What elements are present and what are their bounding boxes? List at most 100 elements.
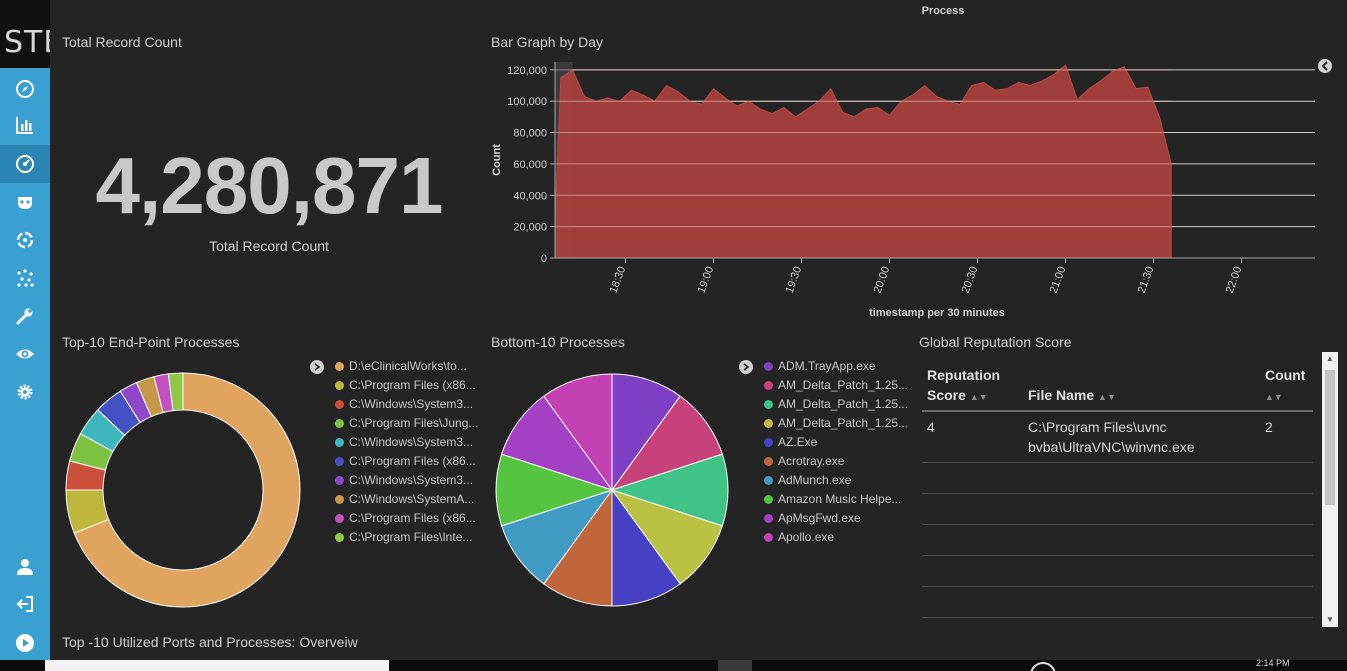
bottom10-slice[interactable] [501,395,614,491]
x-tick-label: 18:30 [608,265,629,295]
x-tick-label: 21:30 [1136,265,1157,295]
nav-compass-button[interactable] [0,70,50,108]
play-icon [16,634,34,652]
row-divider [922,617,1313,618]
top10-legend-item[interactable]: C:\Windows\System3... [335,397,480,411]
top10-legend-item[interactable]: C:\Windows\System3... [335,435,480,449]
legend-toggle-icon[interactable] [310,360,324,374]
y-tick-label: 100,000 [507,96,547,108]
legend-swatch [335,475,344,485]
nav-reports-button[interactable] [0,106,50,144]
nav-user-button[interactable] [0,548,50,586]
nav-network-button[interactable] [0,259,50,297]
score-header-line2: Score [927,387,966,403]
top10-legend-item[interactable]: C:\Windows\System3... [335,473,480,487]
taskbar-clock: 2:14 PM [1256,658,1290,668]
legend-toggle-icon[interactable] [739,360,753,374]
wrench-icon [16,308,33,325]
legend-swatch [335,399,344,409]
top10-legend-item[interactable]: C:\Program Files (x86... [335,511,480,525]
nav-threat-button[interactable] [0,183,50,221]
nav-monitor-button[interactable] [0,335,50,373]
x-tick-label: 20:00 [872,265,893,295]
bottom10-slice[interactable] [501,489,614,585]
bottom10-slice[interactable] [610,395,723,491]
eye-icon [16,349,34,359]
metric-panel-title: Total Record Count [62,34,182,50]
top10-slice[interactable] [167,372,184,412]
count-column-header[interactable]: Count ▲▼ [1265,365,1305,407]
metric-label: Total Record Count [209,238,329,254]
legend-swatch [335,513,344,523]
top10-legend-item[interactable]: C:\Windows\SystemA... [335,492,480,506]
bottom10-slice[interactable] [611,373,681,492]
legend-swatch [764,456,773,466]
legend-label: Amazon Music Helpe... [778,492,902,506]
bottom10-legend-item[interactable]: AM_Delta_Patch_1.25... [764,397,908,411]
top10-legend-item[interactable]: C:\Program Files (x86... [335,454,480,468]
legend-swatch [764,399,773,409]
mask-icon [18,197,32,209]
bottom10-legend-item[interactable]: Amazon Music Helpe... [764,492,908,506]
os-taskbar: 2:14 PM [0,658,1347,671]
bottom10-legend-item[interactable]: AM_Delta_Patch_1.25... [764,378,908,392]
top10-legend-item[interactable]: C:\Program Files\Inte... [335,530,480,544]
legend-label: C:\Program Files (x86... [349,511,476,525]
legend-label: Apollo.exe [778,530,835,544]
file-name-column-header[interactable]: File Name ▲▼ [1028,385,1116,407]
table-scrollbar[interactable]: ▲ ▼ [1322,352,1338,627]
nav-cycle-button[interactable] [0,221,50,259]
bottom10-slice[interactable] [611,488,681,607]
sort-icon: ▲▼ [1098,392,1116,402]
bottom10-legend-item[interactable]: AM_Delta_Patch_1.25... [764,416,908,430]
compass-icon [16,80,34,98]
score-column-header[interactable]: Reputation Score ▲▼ [927,365,1000,407]
top10-panel-title: Top-10 End-Point Processes [62,334,240,350]
bottom10-slice[interactable] [495,453,614,527]
gear-icon [17,384,33,400]
taskbar-app-tile[interactable] [718,660,752,671]
taskbar-search-box[interactable] [45,660,389,671]
nav-logout-button[interactable] [0,585,50,623]
row-file-line2: bvba\UltraVNC\winvnc.exe [1028,439,1195,455]
bottom10-legend-item[interactable]: ApMsgFwd.exe [764,511,908,525]
scroll-down-icon[interactable]: ▼ [1326,615,1334,624]
bar-graph-chart: 0 20,000 40,000 60,000 80,000 100,000 120,000 1… [491,59,1332,319]
top10-slice[interactable] [73,372,301,608]
bottom10-legend-item[interactable]: Apollo.exe [764,530,908,544]
legend-label: AM_Delta_Patch_1.25... [778,397,908,411]
legend-label: AZ.Exe [778,435,818,449]
legend-label: C:\Program Files (x86... [349,454,476,468]
row-divider [922,555,1313,556]
y-tick-label: 40,000 [513,190,547,202]
bottom10-slice[interactable] [610,453,729,527]
bottom10-slice[interactable] [543,373,613,492]
top10-legend-item[interactable]: D:\eClinicalWorks\to... [335,359,480,373]
legend-label: C:\Program Files (x86... [349,378,476,392]
top10-legend-item[interactable]: C:\Program Files (x86... [335,378,480,392]
nav-play-button[interactable] [0,624,50,662]
nav-dashboard-button[interactable] [0,145,50,183]
legend-swatch [335,437,344,447]
bottom10-legend-item[interactable]: Acrotray.exe [764,454,908,468]
taskbar-browser-icon[interactable] [1030,662,1056,671]
bottom10-slice[interactable] [610,489,723,585]
top10-legend-item[interactable]: C:\Program Files\Jung... [335,416,480,430]
count-header-label: Count [1265,367,1306,383]
bottom10-legend-item[interactable]: AZ.Exe [764,435,908,449]
legend-swatch [764,532,773,542]
legend-swatch [335,380,344,390]
bottom10-slice[interactable] [543,488,613,607]
legend-toggle-icon[interactable] [1318,59,1332,73]
row-score-cell: 4 [927,419,935,435]
scroll-thumb[interactable] [1325,370,1335,505]
scroll-up-icon[interactable]: ▲ [1326,354,1334,363]
bottom10-legend-item[interactable]: AdMunch.exe [764,473,908,487]
nav-settings-button[interactable] [0,373,50,411]
bottom10-legend-item[interactable]: ADM.TrayApp.exe [764,359,908,373]
nav-tools-button[interactable] [0,297,50,335]
process-filter-label: Process [921,5,965,17]
legend-swatch [335,494,344,504]
legend-label: Acrotray.exe [778,454,845,468]
count-area-series[interactable] [554,64,1172,259]
